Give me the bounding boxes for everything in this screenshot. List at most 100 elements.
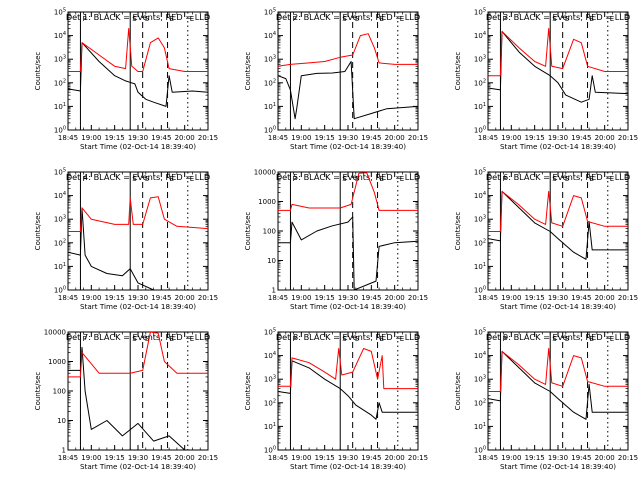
series-line-lld bbox=[278, 348, 418, 390]
event-marker: E bbox=[380, 175, 384, 183]
panel-det-7: Det 7: BLACK = Events, RED = LLD11010010… bbox=[34, 329, 218, 472]
series-line-events bbox=[68, 346, 208, 450]
y-tick-label: 102 bbox=[474, 238, 486, 247]
y-tick-label: 10 bbox=[57, 417, 66, 425]
panel-det-2: Det 2: BLACK = Events, RED = LLD10010110… bbox=[244, 8, 428, 152]
event-marker: E bbox=[610, 175, 614, 183]
event-marker: E bbox=[170, 15, 174, 23]
event-marker: S bbox=[145, 15, 150, 23]
y-tick-label: 103 bbox=[474, 215, 486, 224]
y-tick-exponent: 2 bbox=[483, 398, 486, 404]
x-tick-label: 19:30 bbox=[128, 134, 148, 142]
event-marker: S bbox=[552, 175, 557, 183]
y-tick-exponent: 4 bbox=[63, 191, 66, 197]
y-tick-label: 100 bbox=[474, 446, 486, 455]
x-tick-label: 20:00 bbox=[175, 454, 195, 462]
y-tick-exponent: 0 bbox=[63, 126, 66, 132]
event-marker: P bbox=[502, 175, 506, 183]
x-tick-label: 19:15 bbox=[525, 454, 545, 462]
y-tick-label: 100 bbox=[264, 446, 276, 455]
x-tick-label: 19:15 bbox=[525, 134, 545, 142]
x-tick-label: 19:45 bbox=[151, 134, 171, 142]
x-axis-label: Start Time (02-Oct-14 18:39:40) bbox=[500, 462, 616, 471]
y-tick-exponent: 4 bbox=[483, 31, 486, 37]
x-tick-label: 19:30 bbox=[548, 294, 568, 302]
event-marker: E bbox=[380, 335, 384, 343]
event-marker: P bbox=[82, 175, 86, 183]
x-tick-label: 18:45 bbox=[478, 454, 498, 462]
y-tick-exponent: 2 bbox=[273, 78, 276, 84]
y-tick-label: 105 bbox=[264, 8, 276, 17]
panel-det-5: Det 5: BLACK = Events, RED = LLD11010010… bbox=[244, 169, 428, 312]
y-tick-exponent: 4 bbox=[483, 351, 486, 357]
y-tick-label: 104 bbox=[474, 31, 486, 40]
x-tick-label: 20:15 bbox=[408, 134, 428, 142]
y-tick-label: 101 bbox=[474, 102, 486, 111]
x-tick-label: 19:00 bbox=[501, 294, 521, 302]
y-tick-label: 104 bbox=[264, 351, 276, 360]
event-marker: E bbox=[610, 335, 614, 343]
plot-frame bbox=[277, 171, 419, 291]
event-marker: S bbox=[342, 15, 347, 23]
y-tick-label: 104 bbox=[54, 191, 66, 200]
x-axis-label: Start Time (02-Oct-14 18:39:40) bbox=[80, 462, 196, 471]
x-tick-label: 19:15 bbox=[315, 294, 335, 302]
event-marker: S bbox=[355, 15, 360, 23]
y-tick-exponent: 0 bbox=[483, 446, 486, 452]
y-tick-label: 104 bbox=[264, 31, 276, 40]
y-tick-label: 103 bbox=[264, 55, 276, 64]
y-tick-label: 102 bbox=[474, 398, 486, 407]
plot-frame bbox=[67, 331, 209, 451]
panel-det-3: Det 3: BLACK = Events, RED = LLD10010110… bbox=[454, 8, 638, 152]
y-tick-label: 10000 bbox=[44, 329, 66, 337]
event-marker: E bbox=[400, 15, 404, 23]
event-marker: E bbox=[190, 175, 194, 183]
series-line-lld bbox=[68, 196, 208, 232]
x-tick-label: 19:30 bbox=[548, 134, 568, 142]
event-marker: P bbox=[82, 15, 86, 23]
y-tick-label: 101 bbox=[54, 102, 66, 111]
y-tick-exponent: 0 bbox=[273, 446, 276, 452]
event-marker: S bbox=[342, 335, 347, 343]
y-tick-exponent: 0 bbox=[483, 126, 486, 132]
series-line-lld bbox=[278, 172, 418, 211]
event-marker: S bbox=[132, 335, 137, 343]
y-tick-exponent: 2 bbox=[273, 398, 276, 404]
x-tick-label: 20:00 bbox=[595, 134, 615, 142]
y-axis-label: Counts/sec bbox=[34, 52, 42, 91]
event-marker: S bbox=[565, 15, 570, 23]
x-tick-label: 20:00 bbox=[385, 294, 405, 302]
x-tick-label: 20:15 bbox=[408, 454, 428, 462]
x-axis-label: Start Time (02-Oct-14 18:39:40) bbox=[290, 302, 406, 311]
series-line-lld bbox=[488, 190, 628, 232]
series-line-events bbox=[278, 61, 418, 120]
y-tick-exponent: 4 bbox=[273, 31, 276, 37]
x-tick-label: 19:15 bbox=[315, 134, 335, 142]
event-marker: E bbox=[400, 175, 404, 183]
plot-frame bbox=[487, 171, 629, 291]
x-tick-label: 19:30 bbox=[128, 294, 148, 302]
x-tick-label: 18:45 bbox=[58, 454, 78, 462]
y-tick-label: 1000 bbox=[48, 358, 66, 366]
series-line-lld bbox=[68, 332, 208, 378]
y-tick-label: 10 bbox=[267, 257, 276, 265]
x-tick-label: 19:45 bbox=[361, 454, 381, 462]
y-tick-label: 100 bbox=[54, 286, 66, 295]
event-marker: E bbox=[400, 335, 404, 343]
y-tick-exponent: 3 bbox=[273, 375, 276, 381]
event-marker: P bbox=[502, 15, 506, 23]
series-line-events bbox=[278, 216, 418, 290]
y-tick-label: 103 bbox=[474, 375, 486, 384]
x-tick-label: 19:00 bbox=[81, 134, 101, 142]
y-tick-label: 102 bbox=[474, 78, 486, 87]
panel-det-8: Det 8: BLACK = Events, RED = LLD10010110… bbox=[244, 328, 428, 472]
y-tick-label: 100 bbox=[263, 228, 276, 236]
event-marker: S bbox=[552, 15, 557, 23]
x-tick-label: 19:00 bbox=[81, 454, 101, 462]
y-axis-label: Counts/sec bbox=[244, 52, 252, 91]
x-tick-label: 19:30 bbox=[548, 454, 568, 462]
x-tick-label: 19:00 bbox=[501, 454, 521, 462]
x-tick-label: 20:15 bbox=[618, 294, 638, 302]
y-tick-exponent: 5 bbox=[273, 328, 276, 334]
